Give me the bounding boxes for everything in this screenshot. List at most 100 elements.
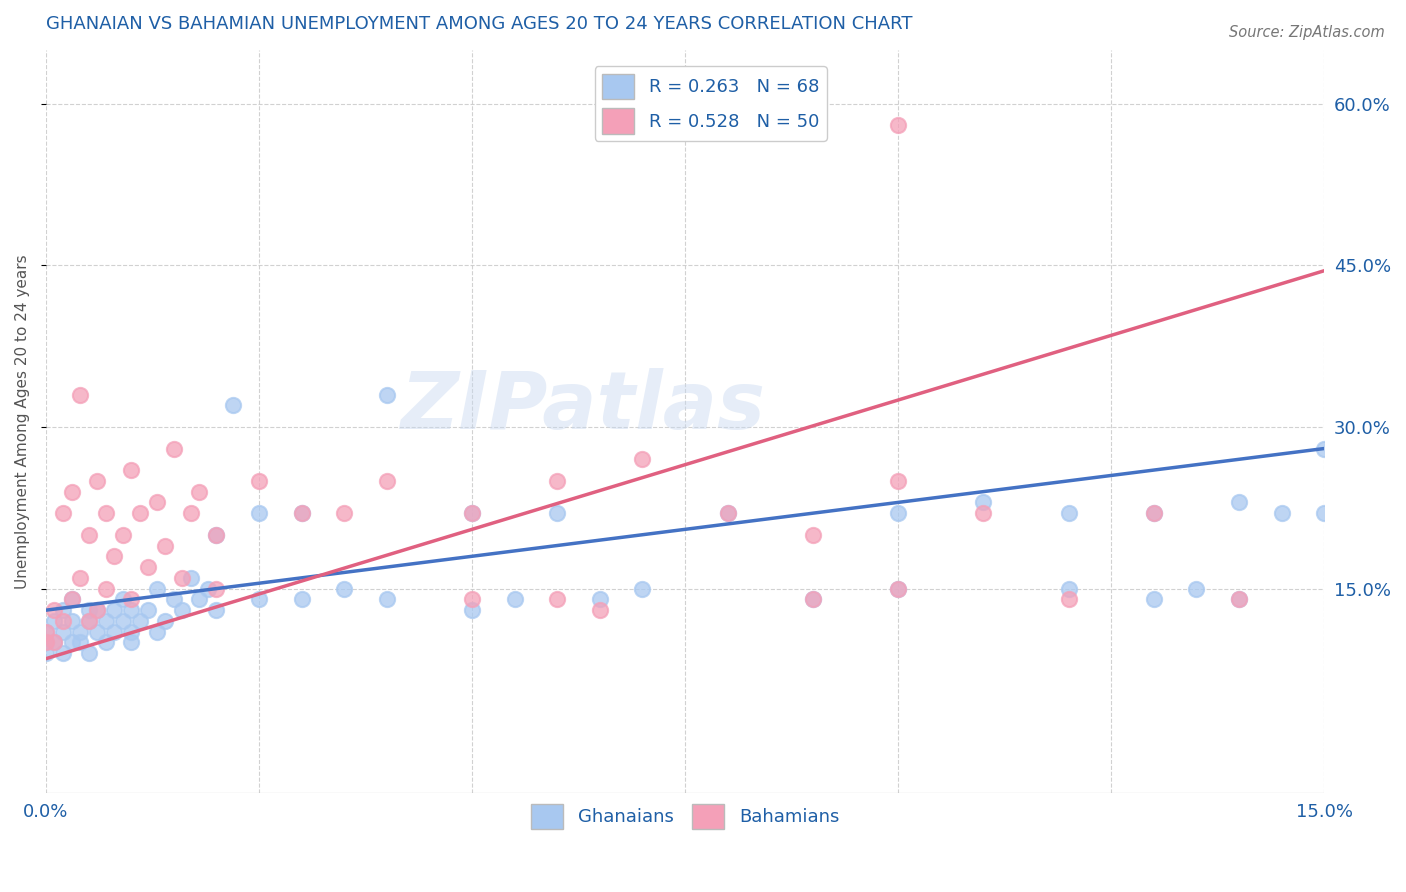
- Point: [1057, 582, 1080, 596]
- Text: ZIPatlas: ZIPatlas: [401, 368, 765, 446]
- Point: [103, 624, 125, 639]
- Point: [163, 442, 186, 456]
- Point: [717, 506, 740, 520]
- Point: [86, 624, 108, 639]
- Point: [188, 484, 211, 499]
- Point: [1227, 592, 1250, 607]
- Point: [103, 603, 125, 617]
- Point: [180, 506, 202, 520]
- Point: [589, 603, 612, 617]
- Point: [145, 582, 167, 596]
- Point: [180, 571, 202, 585]
- Point: [887, 506, 910, 520]
- Point: [52, 646, 75, 660]
- Point: [44, 635, 66, 649]
- Point: [103, 549, 125, 564]
- Point: [35, 635, 58, 649]
- Point: [1057, 592, 1080, 607]
- Point: [94, 614, 117, 628]
- Point: [461, 506, 484, 520]
- Point: [52, 614, 75, 628]
- Point: [120, 463, 142, 477]
- Point: [86, 603, 108, 617]
- Point: [503, 592, 526, 607]
- Point: [60, 592, 83, 607]
- Point: [1185, 582, 1208, 596]
- Point: [60, 614, 83, 628]
- Point: [35, 624, 58, 639]
- Point: [631, 582, 654, 596]
- Point: [887, 474, 910, 488]
- Point: [1143, 506, 1166, 520]
- Point: [247, 506, 270, 520]
- Point: [1313, 506, 1336, 520]
- Point: [52, 603, 75, 617]
- Point: [44, 603, 66, 617]
- Point: [205, 582, 228, 596]
- Point: [291, 506, 314, 520]
- Point: [1227, 592, 1250, 607]
- Point: [887, 582, 910, 596]
- Point: [35, 624, 58, 639]
- Point: [77, 614, 100, 628]
- Point: [94, 582, 117, 596]
- Point: [205, 527, 228, 541]
- Point: [972, 506, 994, 520]
- Point: [589, 592, 612, 607]
- Point: [120, 603, 142, 617]
- Point: [333, 506, 356, 520]
- Point: [120, 624, 142, 639]
- Point: [111, 614, 134, 628]
- Point: [205, 603, 228, 617]
- Point: [52, 624, 75, 639]
- Point: [1143, 592, 1166, 607]
- Point: [136, 560, 159, 574]
- Point: [44, 635, 66, 649]
- Point: [291, 506, 314, 520]
- Point: [1057, 506, 1080, 520]
- Point: [172, 603, 194, 617]
- Point: [247, 474, 270, 488]
- Point: [128, 506, 150, 520]
- Point: [163, 592, 186, 607]
- Point: [94, 635, 117, 649]
- Point: [136, 603, 159, 617]
- Point: [52, 506, 75, 520]
- Point: [291, 592, 314, 607]
- Point: [60, 635, 83, 649]
- Point: [155, 539, 177, 553]
- Point: [111, 527, 134, 541]
- Point: [333, 582, 356, 596]
- Point: [120, 635, 142, 649]
- Point: [1313, 442, 1336, 456]
- Point: [94, 506, 117, 520]
- Point: [77, 646, 100, 660]
- Point: [69, 387, 91, 401]
- Point: [801, 592, 824, 607]
- Point: [35, 646, 58, 660]
- Point: [77, 614, 100, 628]
- Point: [887, 582, 910, 596]
- Point: [197, 582, 219, 596]
- Point: [155, 614, 177, 628]
- Point: [128, 614, 150, 628]
- Point: [546, 592, 568, 607]
- Point: [375, 474, 398, 488]
- Point: [461, 506, 484, 520]
- Point: [375, 592, 398, 607]
- Point: [120, 592, 142, 607]
- Point: [35, 635, 58, 649]
- Point: [86, 603, 108, 617]
- Point: [546, 506, 568, 520]
- Point: [60, 484, 83, 499]
- Text: GHANAIAN VS BAHAMIAN UNEMPLOYMENT AMONG AGES 20 TO 24 YEARS CORRELATION CHART: GHANAIAN VS BAHAMIAN UNEMPLOYMENT AMONG …: [46, 15, 912, 33]
- Point: [69, 624, 91, 639]
- Point: [1270, 506, 1292, 520]
- Point: [222, 399, 245, 413]
- Point: [111, 592, 134, 607]
- Point: [631, 452, 654, 467]
- Point: [77, 603, 100, 617]
- Point: [801, 592, 824, 607]
- Point: [69, 635, 91, 649]
- Point: [717, 506, 740, 520]
